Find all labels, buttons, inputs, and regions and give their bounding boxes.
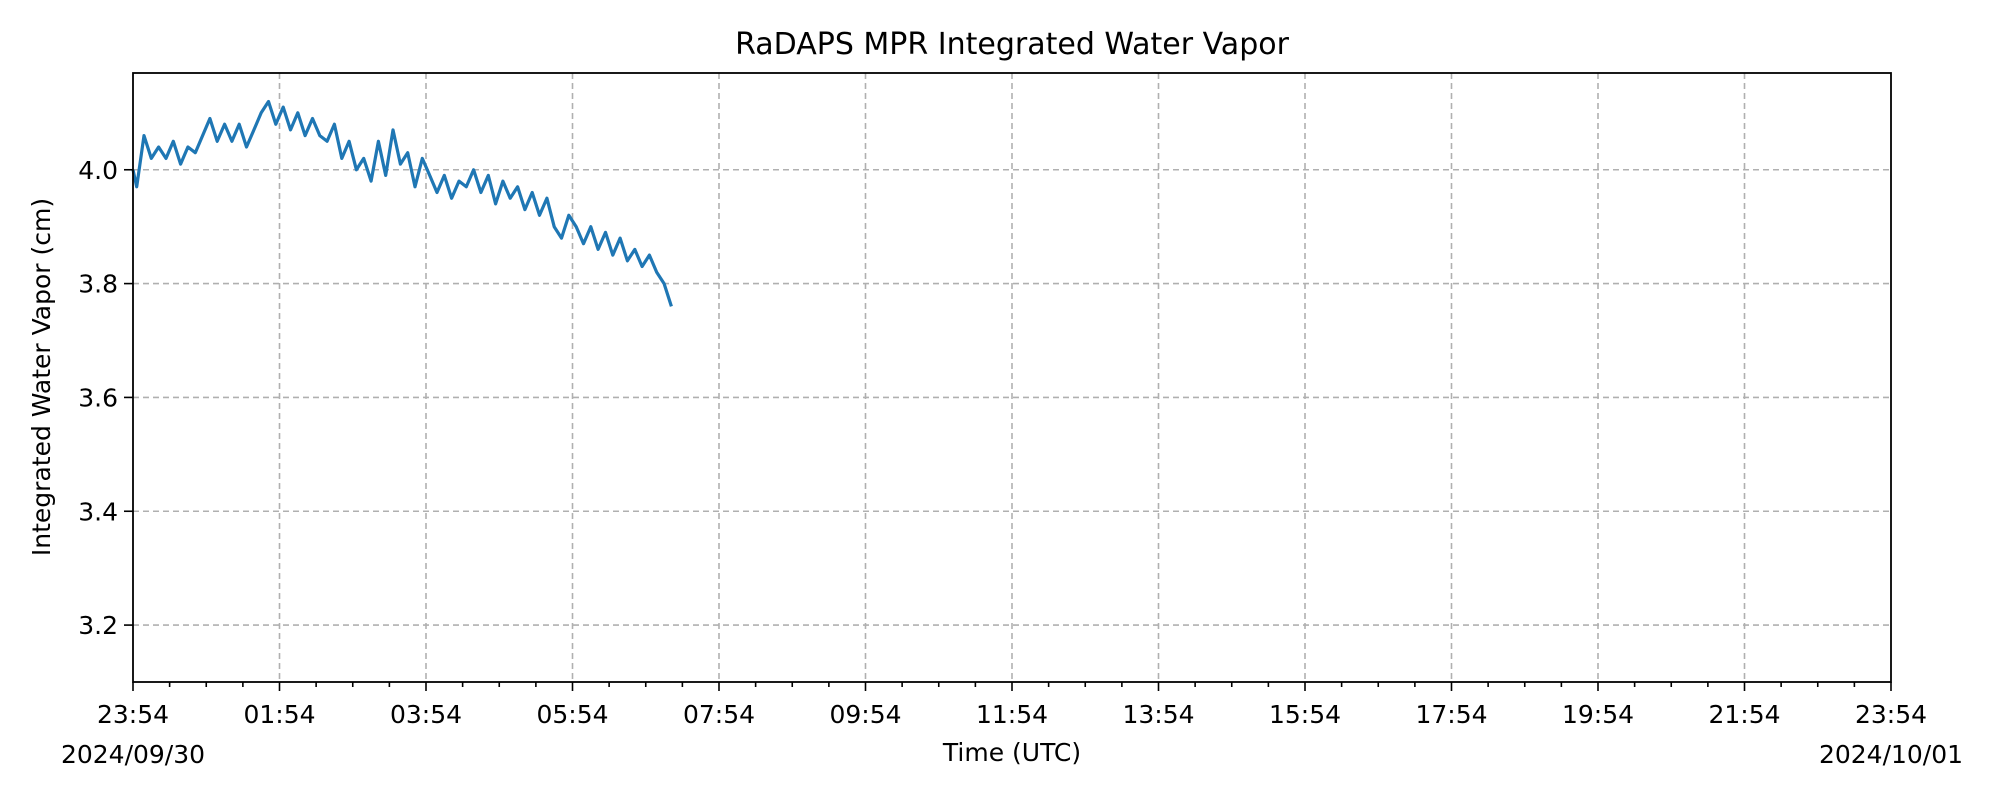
x-tick-label: 23:54 [97, 700, 169, 729]
series-line-segment [131, 99, 673, 307]
axis-ticks [124, 168, 1892, 691]
axis-tick-labels: 23:54 01:54 03:54 05:54 07:54 09:54 11:54 13:54… [78, 156, 1927, 729]
x-start-date-label: 2024/09/30 [61, 740, 205, 769]
x-tick-label: 09:54 [829, 700, 901, 729]
y-tick-label: 3.4 [78, 497, 118, 526]
y-tick-label: 3.8 [78, 270, 118, 299]
x-tick-label: 11:54 [976, 700, 1048, 729]
x-axis-label: Time (UTC) [942, 738, 1081, 767]
y-tick-label: 4.0 [78, 156, 118, 185]
y-tick-label: 3.2 [78, 611, 118, 640]
x-tick-label: 21:54 [1708, 700, 1780, 729]
x-tick-label: 19:54 [1562, 700, 1634, 729]
x-end-date-label: 2024/10/01 [1819, 740, 1963, 769]
data-series [131, 99, 673, 307]
x-tick-label: 03:54 [390, 700, 462, 729]
x-tick-label: 01:54 [243, 700, 315, 729]
x-tick-label: 17:54 [1415, 700, 1487, 729]
x-tick-label: 23:54 [1855, 700, 1927, 729]
x-tick-label: 13:54 [1122, 700, 1194, 729]
x-tick-label: 07:54 [683, 700, 755, 729]
chart-title: RaDAPS MPR Integrated Water Vapor [735, 27, 1290, 62]
y-tick-label: 3.6 [78, 383, 118, 412]
x-tick-label: 05:54 [536, 700, 608, 729]
y-axis-label: Integrated Water Vapor (cm) [27, 198, 56, 556]
x-tick-label: 15:54 [1269, 700, 1341, 729]
